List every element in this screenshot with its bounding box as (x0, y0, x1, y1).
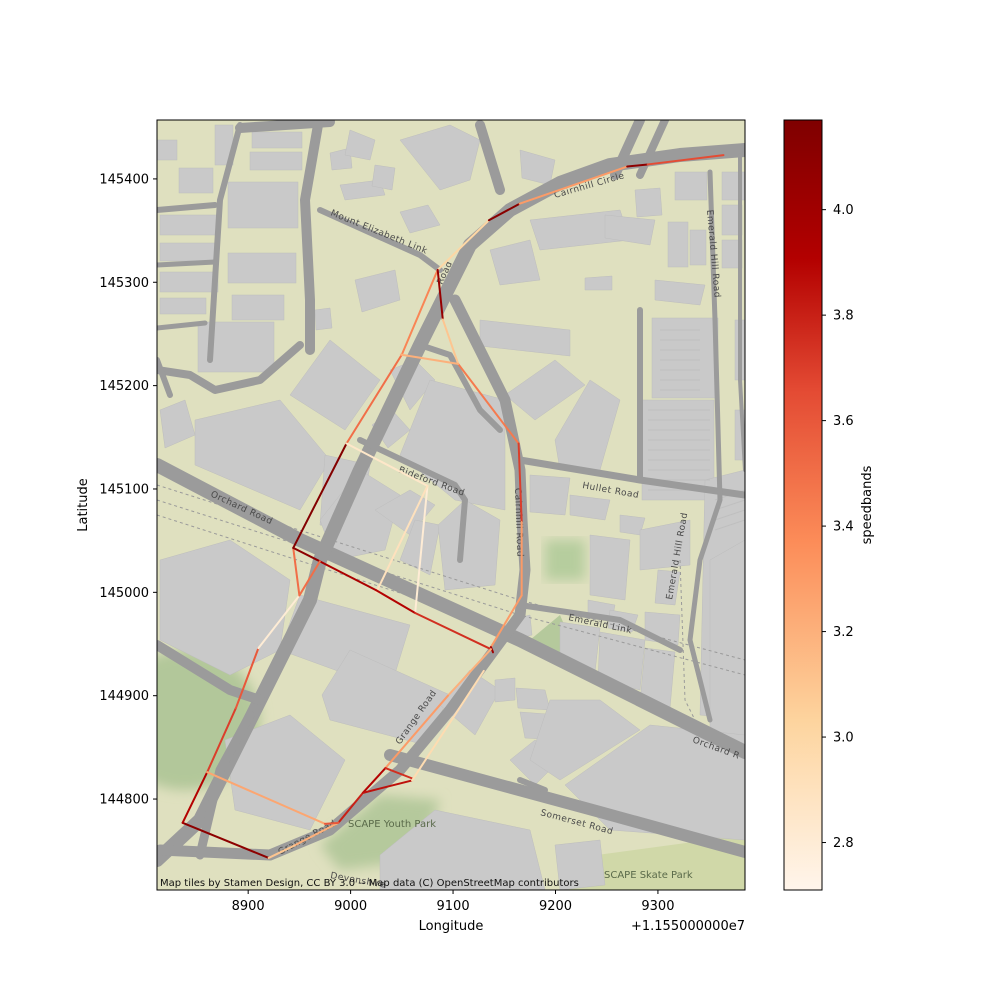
speedband-segment-14 (646, 154, 725, 166)
colorbar-tick-label-2: 3.2 (833, 625, 854, 640)
speedband-segment-37 (384, 767, 414, 780)
speedband-segment-17 (457, 362, 520, 445)
speedband-segment-39 (206, 771, 326, 825)
speedband-segment-34 (293, 821, 340, 847)
speedband-segment-6 (292, 546, 321, 563)
y-tick-label-1: 144900 (99, 689, 149, 704)
speedband-segment-20 (489, 594, 523, 649)
x-ticks: 8900 9000 9100 9200 9300 (232, 890, 674, 914)
speedband-segment-22 (399, 353, 460, 365)
park-label-scape-youth: SCAPE Youth Park (348, 819, 436, 830)
colorbar-ticks: 2.8 3.0 3.2 3.4 3.6 3.8 4.0 (822, 203, 854, 851)
colorbar-label: speedbands (860, 465, 875, 544)
colorbar-tick-label-5: 3.8 (833, 309, 854, 324)
speedband-segment-36 (361, 779, 414, 794)
colorbar-tick-label-3: 3.4 (833, 520, 854, 535)
speedband-segment-27 (375, 589, 417, 615)
park-label-scape-skate: SCAPE Skate Park (604, 870, 693, 881)
speedband-segment-13 (626, 163, 649, 168)
speedband-segment-5 (292, 546, 301, 597)
speedband-segment-30 (446, 648, 492, 697)
speedband-segment-9 (400, 268, 439, 356)
speedband-segment-3 (234, 647, 260, 710)
colorbar-tick-label-6: 4.0 (833, 203, 854, 218)
speedband-segment-33 (337, 791, 364, 824)
y-ticks: 144800 144900 145000 145100 145200 145300 1454… (99, 172, 157, 808)
speedband-segment-40 (324, 821, 340, 825)
speedband-segments (181, 154, 725, 859)
speedband-segment-7 (292, 442, 348, 549)
speedband-segment-10 (436, 219, 490, 271)
speedband-segment-26 (318, 560, 378, 592)
speedband-segment-31 (384, 694, 449, 770)
speedband-segment-28 (414, 612, 492, 651)
x-tick-label-2: 9100 (437, 899, 470, 914)
speedband-segment-21 (489, 646, 494, 654)
y-tick-label-5: 145300 (99, 276, 149, 291)
speedband-segment-38 (411, 669, 485, 782)
speedband-segment-29 (298, 560, 321, 597)
speedband-segment-32 (361, 767, 387, 794)
x-tick-label-0: 8900 (232, 899, 265, 914)
y-tick-label-4: 145200 (99, 379, 149, 394)
map-attribution: Map tiles by Stamen Design, CC BY 3.0 --… (160, 878, 579, 889)
speedband-segment-11 (487, 202, 521, 222)
colorbar-tick-label-1: 3.0 (833, 731, 854, 746)
colorbar-tick-label-4: 3.6 (833, 414, 854, 429)
roads (157, 120, 745, 867)
colorbar-tick-label-0: 2.8 (833, 836, 854, 851)
colorbar-gradient (783, 119, 823, 891)
x-axis-label: Longitude (419, 919, 484, 934)
colorbar: 2.8 3.0 3.2 3.4 3.6 3.8 4.0 speedbands (783, 119, 875, 891)
speedband-segment-16 (441, 318, 460, 365)
x-offset-label: +1.155000000e7 (631, 919, 745, 934)
speedband-segment-35 (267, 844, 296, 859)
speedband-segment-2 (206, 707, 237, 774)
map-tiles: Orchard Road Orchard R Mount Elizabeth L… (157, 120, 745, 890)
x-tick-label-3: 9200 (539, 899, 572, 914)
speedband-segment-18 (517, 442, 523, 524)
y-tick-label-2: 145000 (99, 586, 149, 601)
speedband-segment-8 (345, 353, 403, 445)
speedband-segment-23 (345, 442, 429, 487)
speedband-segment-25 (375, 484, 429, 594)
speedband-segment-1 (181, 771, 209, 824)
y-tick-label-3: 145100 (99, 482, 149, 497)
x-tick-label-1: 9000 (334, 899, 367, 914)
speedband-segment-12 (518, 165, 629, 205)
axes-frame (156, 119, 746, 891)
speedband-segment-4 (257, 594, 301, 650)
speedband-segment-0 (181, 821, 270, 859)
y-axis-label: Latitude (76, 478, 91, 532)
speedband-segment-24 (414, 484, 429, 615)
y-tick-label-6: 145400 (99, 172, 149, 187)
speedband-segment-15 (436, 268, 444, 321)
x-tick-label-4: 9300 (641, 899, 674, 914)
y-tick-label-0: 144800 (99, 793, 149, 808)
